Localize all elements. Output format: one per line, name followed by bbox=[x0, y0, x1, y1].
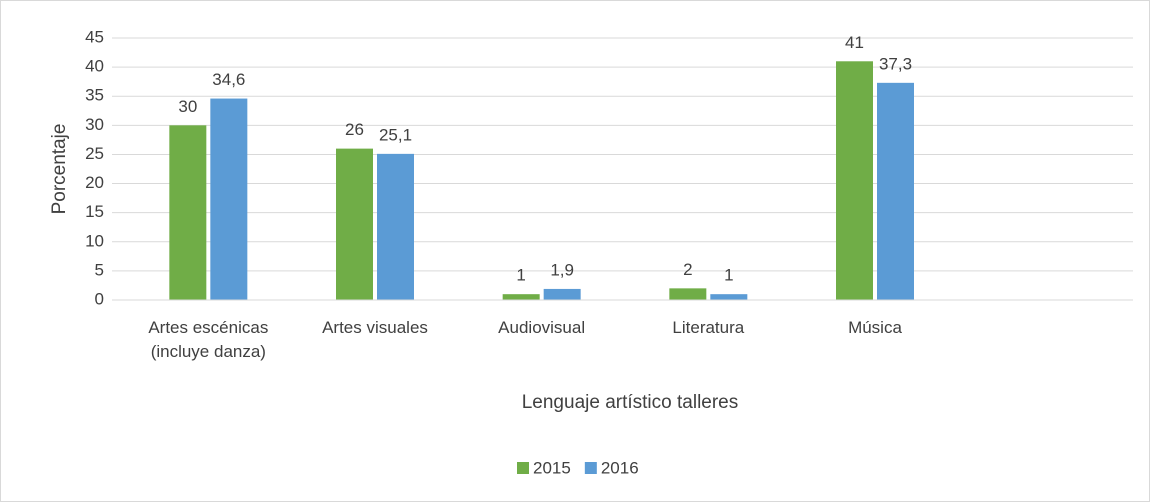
legend-label: 2015 bbox=[533, 458, 571, 477]
bar bbox=[710, 294, 748, 300]
x-axis-title: Lenguaje artístico talleres bbox=[522, 392, 739, 413]
bar bbox=[669, 288, 707, 300]
bar bbox=[336, 148, 373, 300]
bar bbox=[543, 288, 581, 300]
bar bbox=[169, 125, 207, 300]
legend-label: 2016 bbox=[601, 458, 639, 477]
x-tick-label: Artes escénicas (incluye danza) bbox=[148, 318, 269, 361]
y-tick-label: 20 bbox=[85, 173, 104, 192]
y-axis-title: Porcentaje bbox=[49, 124, 70, 215]
data-label: 30 bbox=[178, 97, 197, 116]
x-tick-label-box: Artes visuales bbox=[322, 318, 428, 337]
data-label: 25,1 bbox=[379, 125, 412, 144]
data-label: 26 bbox=[345, 120, 364, 139]
y-tick-label: 30 bbox=[85, 115, 104, 134]
x-tick-label-box: Literatura bbox=[672, 318, 745, 337]
x-tick-label-box: Música bbox=[848, 318, 902, 337]
y-tick-label: 25 bbox=[85, 144, 104, 163]
x-tick-label-box: Audiovisual bbox=[498, 318, 586, 337]
x-tick-label: Literatura bbox=[672, 318, 745, 337]
x-tick-label: Artes visuales bbox=[322, 318, 428, 337]
x-tick-label: Audiovisual bbox=[498, 318, 586, 337]
bar bbox=[836, 61, 873, 301]
bar bbox=[877, 82, 914, 300]
data-label: 41 bbox=[845, 33, 864, 52]
y-tick-label: 10 bbox=[85, 231, 104, 250]
data-label: 1 bbox=[516, 266, 525, 285]
y-tick-label: 0 bbox=[95, 289, 104, 308]
bar bbox=[210, 98, 248, 300]
legend-swatch bbox=[584, 462, 597, 474]
data-label: 2 bbox=[683, 260, 692, 279]
y-tick-label: 15 bbox=[85, 202, 104, 221]
x-tick-label: Música bbox=[848, 318, 902, 337]
legend-swatch bbox=[517, 462, 529, 474]
y-tick-label: 40 bbox=[85, 57, 104, 76]
x-tick-label-box: Artes escénicas (incluye danza) bbox=[148, 318, 269, 361]
y-tick-label: 45 bbox=[85, 27, 104, 46]
data-label: 1 bbox=[724, 266, 733, 285]
data-label: 37,3 bbox=[879, 54, 912, 73]
y-tick-label: 35 bbox=[85, 86, 104, 105]
bar bbox=[377, 153, 414, 300]
y-tick-label: 5 bbox=[95, 260, 104, 279]
data-label: 1,9 bbox=[550, 260, 574, 279]
bar bbox=[502, 294, 540, 300]
data-label: 34,6 bbox=[212, 70, 245, 89]
